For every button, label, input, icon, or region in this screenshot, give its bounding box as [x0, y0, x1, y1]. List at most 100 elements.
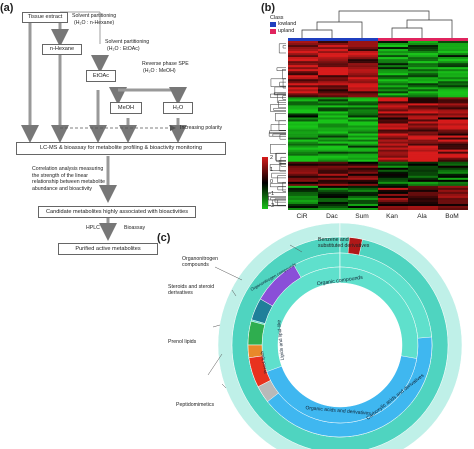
heatmap-cell: [318, 67, 348, 70]
heatmap-cell: [318, 153, 348, 156]
heatmap-cell: [348, 61, 378, 64]
heatmap-cell: [348, 111, 378, 114]
scale-tick-0: 0: [270, 179, 273, 185]
heatmap-cell: [378, 77, 408, 80]
heatmap-cell: [318, 193, 348, 197]
heatmap-cell: [378, 93, 408, 96]
heatmap-cell: [408, 167, 438, 171]
heatmap-cell: [438, 117, 468, 120]
heatmap-cell: [408, 49, 438, 52]
solvent-partition-2-sub: (H₂O : EtOAc): [107, 46, 140, 52]
heatmap-cell: [408, 183, 438, 187]
heatmap-cell: [318, 79, 348, 82]
legend-upland-label: upland: [278, 28, 295, 34]
heatmap-cell: [348, 193, 378, 197]
heatmap-cell: [318, 93, 348, 96]
heatmap-cell: [408, 171, 438, 175]
heatmap-cell: [288, 187, 318, 191]
heatmap-cell: [408, 131, 438, 134]
heatmap-cell: [408, 189, 438, 193]
heatmap-cell: [288, 191, 318, 195]
heatmap-cell: [348, 89, 378, 92]
solvent-partition-1-title: Solvent partitioning: [72, 13, 117, 19]
heatmap-cell: [438, 145, 468, 148]
heatmap-cell: [348, 75, 378, 78]
heatmap-cell: [318, 205, 348, 209]
heatmap-cell: [438, 169, 468, 173]
heatmap-cell: [318, 183, 348, 187]
heatmap-cell: [348, 133, 378, 136]
heatmap-cell: [438, 65, 468, 68]
spe-sub: (H₂O : MeOH): [143, 68, 176, 74]
heatmap-cell: [318, 127, 348, 130]
heatmap-cell: [438, 163, 468, 167]
heatmap-cell: [408, 61, 438, 64]
heatmap-cell: [378, 139, 408, 142]
heatmap-cell: [408, 121, 438, 124]
heatmap-cell: [378, 41, 408, 44]
heatmap-cell: [288, 165, 318, 169]
class-bar-segment: [438, 38, 468, 41]
heatmap-cell: [408, 159, 438, 163]
heatmap-cell: [348, 47, 378, 50]
heatmap-cell: [348, 123, 378, 126]
heatmap-cell: [378, 51, 408, 54]
heatmap-cell: [408, 115, 438, 118]
heatmap-cell: [438, 183, 468, 187]
heatmap-cell: [318, 107, 348, 110]
heatmap-cell: [408, 143, 438, 146]
heatmap-cell: [438, 87, 468, 90]
heatmap-cell: [348, 179, 378, 183]
heatmap-cell: [438, 159, 468, 163]
heatmap-cell: [378, 99, 408, 102]
heatmap-cell: [438, 143, 468, 146]
heatmap-cell: [408, 191, 438, 195]
heatmap-cell: [288, 161, 318, 165]
heatmap-cell: [438, 205, 468, 209]
heatmap-cell: [348, 81, 378, 84]
heatmap-cell: [318, 135, 348, 138]
heatmap-cell: [378, 59, 408, 62]
heatmap-cell: [378, 167, 408, 171]
heatmap-cell: [318, 75, 348, 78]
heatmap-cell: [438, 171, 468, 175]
heatmap-cell: [318, 109, 348, 112]
heatmap-cell: [348, 187, 378, 191]
scale-tick-neg2: −2: [268, 203, 275, 209]
label-prenol: Prenol lipids: [168, 339, 197, 345]
heatmap-cell: [378, 127, 408, 130]
heatmap-cell: [288, 151, 318, 154]
heatmap-cell: [378, 195, 408, 199]
heatmap-cell: [408, 97, 438, 100]
heatmap-cell: [378, 171, 408, 175]
heatmap-cell: [378, 173, 408, 177]
heatmap-cell: [378, 69, 408, 72]
heatmap-cell: [348, 151, 378, 154]
heatmap-cell: [438, 167, 468, 171]
heatmap-cell: [318, 159, 348, 163]
heatmap-cell: [408, 107, 438, 110]
heatmap-cell: [378, 187, 408, 191]
heatmap-cell: [348, 125, 378, 128]
heatmap-cell: [408, 41, 438, 44]
heatmap-cell: [318, 105, 348, 108]
heatmap-cell: [408, 151, 438, 154]
heatmap-cell: [378, 73, 408, 76]
heatmap-cell: [438, 201, 468, 205]
heatmap-cell: [438, 89, 468, 92]
heatmap-cell: [438, 165, 468, 169]
heatmap-cell: [348, 53, 378, 56]
heatmap-cell: [408, 125, 438, 128]
heatmap-cell: [408, 105, 438, 108]
heatmap-cell: [378, 137, 408, 140]
heatmap-cell: [408, 85, 438, 88]
heatmap-cell: [408, 89, 438, 92]
heatmap-cell: [318, 115, 348, 118]
heatmap-cell: [348, 185, 378, 189]
heatmap-cell: [378, 121, 408, 124]
heatmap-cell: [408, 95, 438, 98]
heatmap-cell: [378, 189, 408, 193]
heatmap-cell: [348, 101, 378, 104]
heatmap-cell: [348, 55, 378, 58]
